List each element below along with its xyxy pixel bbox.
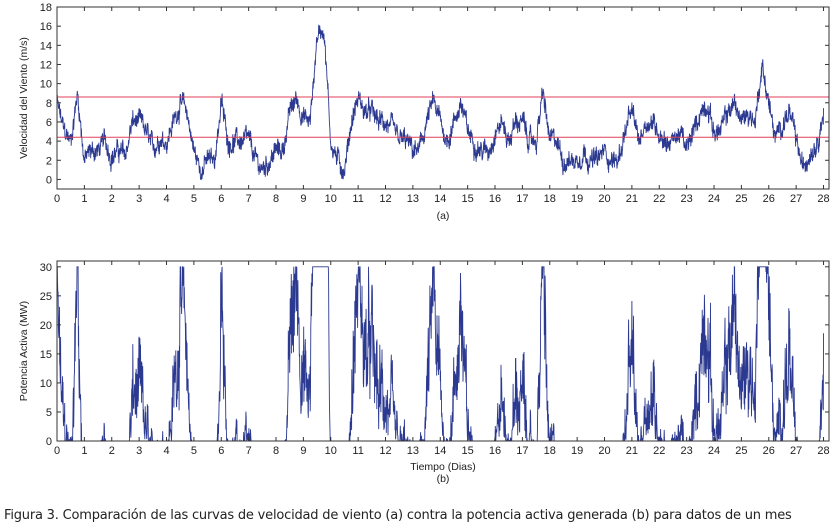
- b-y-tick-label: 30: [40, 262, 52, 274]
- b-y-tick-label: 20: [40, 320, 52, 332]
- b-x-tick-label: 17: [516, 445, 528, 457]
- wind-speed-chart: 0 1 2 3 4 5 6 7 8 9 10 11 12 13 14 15 16 17 18 19 20 21 22 23 24…: [18, 2, 830, 222]
- b-x-tick-label: 9: [300, 445, 306, 457]
- b-x-tick-label: 24: [708, 445, 720, 457]
- b-x-tick-label: 5: [191, 445, 197, 457]
- a-x-tick-label: 3: [136, 193, 142, 205]
- b-y-tick-label: 0: [46, 436, 52, 448]
- b-x-tick-label: 3: [136, 445, 142, 457]
- active-power-chart: 0 1 2 3 4 5 6 7 8 9 10 11 12 13 14 15 16 17 18 19 20 21 22 23 24…: [18, 260, 830, 485]
- b-y-tick-label: 25: [40, 291, 52, 303]
- b-y-tick-label: 5: [46, 407, 52, 419]
- b-x-tick-label: 11: [352, 445, 363, 457]
- b-x-tick-label: 27: [790, 445, 802, 457]
- a-y-tick-label: 16: [40, 21, 52, 33]
- a-x-tick-label: 24: [708, 193, 720, 205]
- a-y-tick-label: 14: [40, 40, 52, 52]
- b-x-axis-label: Tiempo (Dias): [410, 461, 476, 473]
- a-x-tick-label: 6: [218, 193, 224, 205]
- b-x-tick-label: 15: [462, 445, 474, 457]
- a-x-tick-label: 14: [434, 193, 446, 205]
- a-x-tick-label: 25: [735, 193, 747, 205]
- figure-caption: Figura 3. Comparación de las curvas de v…: [4, 508, 792, 523]
- b-x-tick-label: 25: [735, 445, 747, 457]
- a-x-tick-label: 9: [300, 193, 306, 205]
- a-y-tick-label: 0: [46, 174, 52, 186]
- b-x-tick-label: 2: [109, 445, 115, 457]
- a-y-tick-label: 4: [46, 136, 52, 148]
- a-x-tick-label: 16: [489, 193, 501, 205]
- a-x-tick-label: 22: [653, 193, 665, 205]
- a-x-tick-label: 19: [571, 193, 583, 205]
- a-x-tick-label: 26: [763, 193, 775, 205]
- b-x-tick-label: 6: [218, 445, 224, 457]
- a-x-tick-label: 27: [790, 193, 802, 205]
- b-x-tick-label: 10: [325, 445, 337, 457]
- b-panel-label: (b): [437, 473, 450, 485]
- b-x-tick-label: 7: [246, 445, 252, 457]
- a-x-tick-label: 0: [54, 193, 60, 205]
- b-x-tick-label: 21: [626, 445, 638, 457]
- a-y-tick-label: 10: [40, 79, 52, 91]
- b-y-tick-label: 10: [40, 378, 52, 390]
- a-x-tick-label: 7: [246, 193, 252, 205]
- a-x-tick-label: 20: [598, 193, 610, 205]
- b-x-tick-label: 16: [489, 445, 501, 457]
- a-y-tick-label: 12: [40, 59, 52, 71]
- a-x-tick-label: 15: [462, 193, 474, 205]
- b-x-tick-label: 0: [54, 445, 60, 457]
- a-x-tick-label: 1: [81, 193, 87, 205]
- a-x-tick-label: 11: [352, 193, 363, 205]
- b-series-line: [56, 266, 824, 443]
- b-x-tick-label: 18: [544, 445, 556, 457]
- a-y-tick-label: 2: [46, 155, 52, 167]
- a-axes-frame: [56, 6, 830, 190]
- b-x-tick-label: 22: [653, 445, 665, 457]
- b-x-tick-label: 28: [817, 445, 829, 457]
- b-y-axis-label: Potencia Activa (MW): [18, 301, 30, 401]
- a-x-tick-label: 5: [191, 193, 197, 205]
- a-x-tick-label: 4: [163, 193, 169, 205]
- a-x-tick-label: 28: [817, 193, 829, 205]
- a-y-tick-label: 8: [46, 98, 52, 110]
- b-x-tick-label: 26: [763, 445, 775, 457]
- a-x-tick-label: 2: [109, 193, 115, 205]
- b-x-tick-label: 1: [81, 445, 87, 457]
- b-x-tick-label: 8: [273, 445, 279, 457]
- a-x-tick-label: 21: [626, 193, 638, 205]
- a-x-tick-label: 23: [681, 193, 693, 205]
- a-panel-label: (a): [437, 210, 450, 222]
- b-x-tick-label: 23: [681, 445, 693, 457]
- b-y-tick-label: 15: [40, 349, 52, 361]
- a-y-tick-label: 6: [46, 117, 52, 129]
- b-x-tick-label: 13: [407, 445, 419, 457]
- b-x-tick-label: 4: [163, 445, 169, 457]
- b-x-tick-label: 19: [571, 445, 583, 457]
- a-x-tick-label: 13: [407, 193, 419, 205]
- a-y-tick-label: 18: [40, 2, 52, 14]
- a-x-tick-label: 18: [544, 193, 556, 205]
- b-x-tick-label: 14: [434, 445, 446, 457]
- a-series-line: [56, 24, 824, 180]
- a-x-tick-label: 12: [379, 193, 391, 205]
- a-x-tick-label: 17: [516, 193, 528, 205]
- a-x-tick-label: 10: [325, 193, 337, 205]
- a-y-axis-label: Velocidad del Viento (m/s): [18, 37, 30, 159]
- b-axes-frame: [56, 260, 830, 442]
- b-x-tick-label: 12: [379, 445, 391, 457]
- b-x-tick-label: 20: [598, 445, 610, 457]
- a-x-tick-label: 8: [273, 193, 279, 205]
